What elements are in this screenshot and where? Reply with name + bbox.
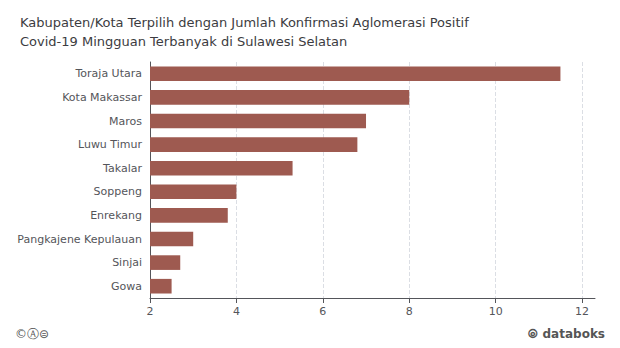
- svg-text:Soppeng: Soppeng: [94, 185, 142, 198]
- svg-text:Luwu Timur: Luwu Timur: [78, 138, 142, 151]
- svg-text:Pangkajene Kepulauan: Pangkajene Kepulauan: [17, 233, 142, 246]
- svg-text:Enrekang: Enrekang: [90, 209, 142, 222]
- svg-text:Toraja Utara: Toraja Utara: [74, 67, 142, 80]
- svg-text:8: 8: [406, 305, 413, 318]
- svg-text:Sinjai: Sinjai: [112, 256, 142, 269]
- svg-text:Kota Makassar: Kota Makassar: [62, 91, 142, 104]
- svg-text:2: 2: [147, 305, 154, 318]
- svg-text:©Ⓐ⊜: ©Ⓐ⊜: [15, 327, 49, 341]
- svg-text:Covid-19 Mingguan Terbanyak di: Covid-19 Mingguan Terbanyak di Sulawesi …: [20, 34, 347, 49]
- svg-text:⦾ databoks: ⦾ databoks: [528, 327, 605, 341]
- svg-text:6: 6: [319, 305, 326, 318]
- svg-text:Gowa: Gowa: [111, 280, 142, 293]
- svg-text:10: 10: [489, 305, 503, 318]
- svg-text:Kabupaten/Kota Terpilih dengan: Kabupaten/Kota Terpilih dengan Jumlah Ko…: [20, 15, 469, 30]
- svg-text:Maros: Maros: [109, 115, 142, 128]
- svg-text:4: 4: [233, 305, 240, 318]
- svg-text:Takalar: Takalar: [102, 162, 142, 175]
- svg-text:12: 12: [575, 305, 589, 318]
